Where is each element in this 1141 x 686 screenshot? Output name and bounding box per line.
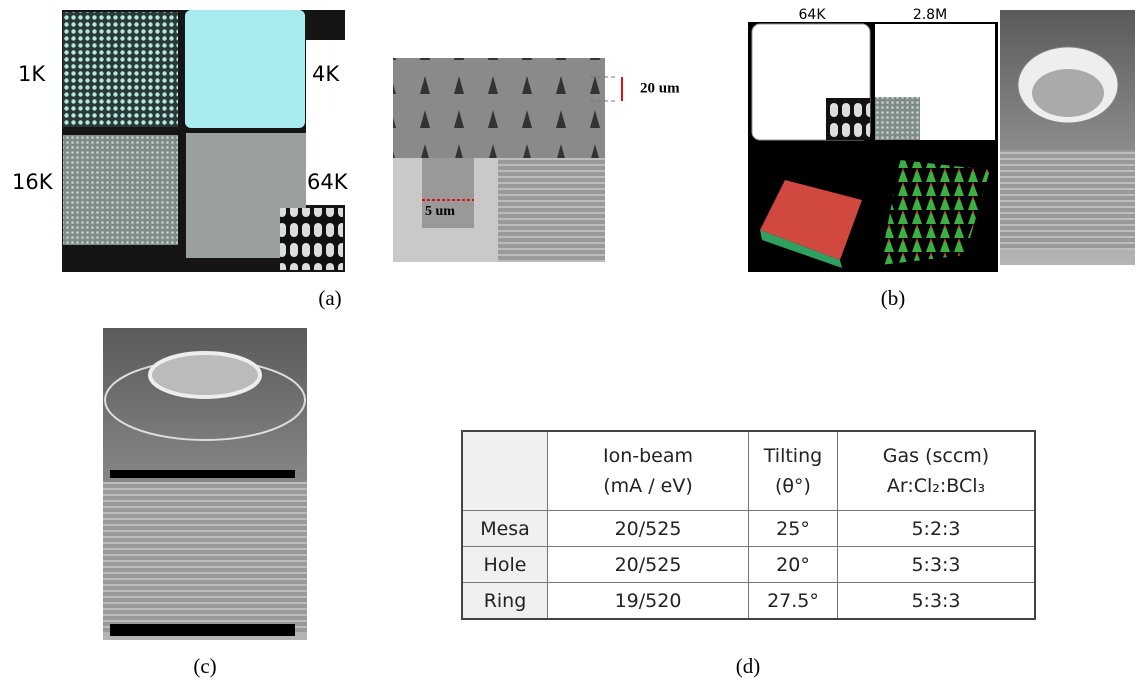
panel-label: (c) — [193, 654, 216, 678]
array-label: 64K — [799, 7, 827, 23]
array-label: 16K — [12, 170, 54, 194]
scale-bar — [110, 624, 295, 636]
header-cell: Gas (sccm)Ar:Cl₂:BCl₃ — [838, 431, 1036, 511]
sem-image — [1000, 150, 1135, 250]
page: 1K 4K 16K 64K 20 um 5 um (a) 64K 2.8M (b… — [0, 0, 1141, 686]
row-header: Hole — [462, 547, 548, 583]
header-line: Ar:Cl₂:BCl₃ — [838, 471, 1034, 501]
array-label: 2.8M — [913, 7, 947, 23]
panel-label: (b) — [881, 286, 906, 310]
inset-image — [280, 208, 343, 270]
array-image — [63, 135, 178, 245]
table-cell: 19/520 — [548, 583, 749, 620]
etch-table: Ion-beam(mA / eV) Tilting(θ°) Gas (sccm)… — [461, 430, 1036, 620]
header-line: Gas (sccm) — [838, 441, 1034, 471]
sem-image — [103, 482, 307, 632]
dimension-label: 20 um — [640, 80, 680, 96]
table-cell: 20/525 — [548, 511, 749, 547]
array-image — [185, 10, 305, 128]
panel-label: (d) — [736, 654, 761, 678]
header-cell: Tilting(θ°) — [749, 431, 838, 511]
header-line: Tilting — [749, 441, 837, 471]
array-label: 64K — [307, 170, 349, 194]
row-header: Mesa — [462, 511, 548, 547]
table-cell: 20/525 — [548, 547, 749, 583]
header-line: (mA / eV) — [548, 471, 748, 501]
header-line: (θ°) — [749, 471, 837, 501]
array-label: 4K — [312, 62, 340, 86]
array-label: 1K — [18, 62, 46, 86]
array-image — [63, 12, 178, 127]
scale-bar — [110, 470, 295, 478]
sem-image — [393, 58, 605, 158]
corner-cell — [462, 431, 548, 511]
dimension-label: 5 um — [425, 204, 455, 219]
table-cell: 27.5° — [749, 583, 838, 620]
sem-image — [498, 158, 605, 262]
table-cell: 20° — [749, 547, 838, 583]
table-cell: 25° — [749, 511, 838, 547]
header-cell: Ion-beam(mA / eV) — [548, 431, 749, 511]
inset-image — [826, 98, 870, 140]
table-cell: 5:2:3 — [838, 511, 1036, 547]
inset-image — [875, 97, 920, 140]
table-cell: 5:3:3 — [838, 583, 1036, 620]
header-line: Ion-beam — [548, 441, 748, 471]
ring — [150, 353, 260, 397]
table-cell: 5:3:3 — [838, 547, 1036, 583]
hole-bottom — [1032, 69, 1104, 117]
row-header: Ring — [462, 583, 548, 620]
panel-label: (a) — [318, 286, 341, 310]
